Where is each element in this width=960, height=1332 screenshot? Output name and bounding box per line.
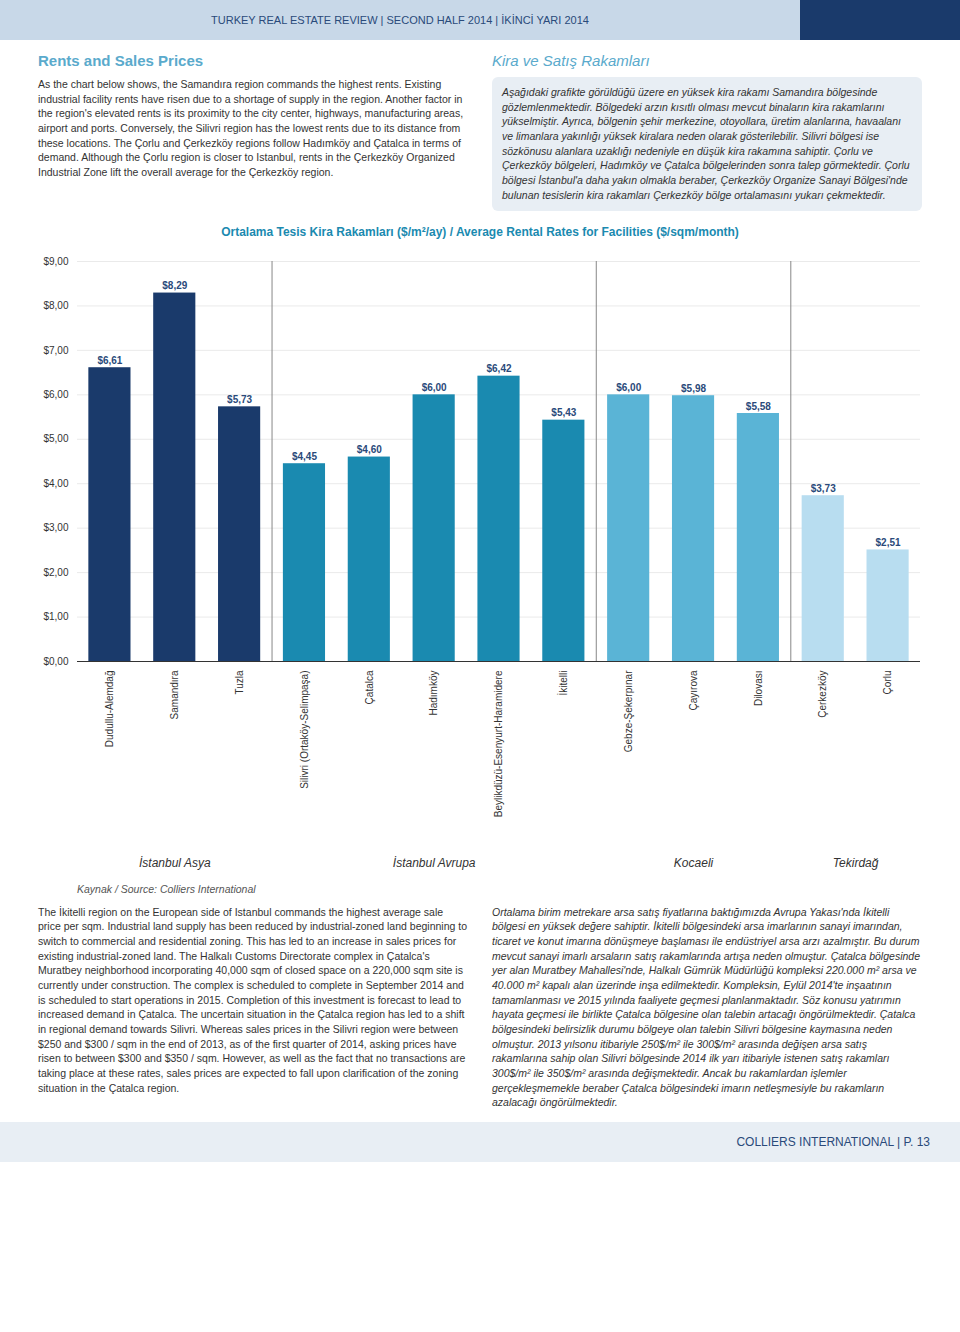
svg-text:Tuzla: Tuzla	[234, 670, 245, 695]
svg-text:Gebze-Şekerpınar: Gebze-Şekerpınar	[623, 669, 634, 751]
svg-text:$8,29: $8,29	[162, 280, 187, 291]
svg-text:$6,42: $6,42	[486, 363, 511, 374]
html-text:Aşağıdaki grafikte görüldüğü ü: Aşağıdaki grafikte görüldüğü üzere en yü…	[502, 86, 910, 201]
svg-text:$6,61: $6,61	[97, 354, 122, 365]
svg-text:İstanbul Avrupa: İstanbul Avrupa	[393, 855, 476, 869]
svg-text:$3,73: $3,73	[811, 482, 836, 493]
svg-text:$4,60: $4,60	[357, 444, 382, 455]
svg-text:Çorlu: Çorlu	[882, 670, 893, 694]
svg-text:$5,58: $5,58	[746, 400, 771, 411]
svg-text:$2,00: $2,00	[43, 566, 68, 577]
html-text:Ortalama Tesis Kira Rakamları: Ortalama Tesis Kira Rakamları ($/m²/ay) …	[221, 224, 739, 239]
svg-text:$7,00: $7,00	[43, 344, 68, 355]
svg-text:$6,00: $6,00	[43, 389, 68, 400]
svg-text:$2,51: $2,51	[876, 536, 901, 547]
svg-text:Silivri (Ortaköy-Selimpaşa): Silivri (Ortaköy-Selimpaşa)	[299, 670, 310, 788]
html-text:Kira ve Satış Rakamları: Kira ve Satış Rakamları	[492, 52, 650, 69]
svg-text:$6,00: $6,00	[422, 381, 447, 392]
svg-text:Samandıra: Samandıra	[169, 670, 180, 719]
html-text:Ortalama birim metrekare arsa: Ortalama birim metrekare arsa satış fiya…	[492, 905, 920, 1109]
html-text:The İkitelli region on the Eur: The İkitelli region on the European side…	[38, 905, 467, 1094]
svg-text:$6,00: $6,00	[616, 381, 641, 392]
svg-text:$3,00: $3,00	[43, 522, 68, 533]
svg-text:$4,45: $4,45	[292, 450, 317, 461]
svg-text:Çatalca: Çatalca	[364, 670, 375, 704]
svg-text:$5,43: $5,43	[551, 407, 576, 418]
svg-text:$8,00: $8,00	[43, 300, 68, 311]
svg-text:$9,00: $9,00	[43, 255, 68, 266]
html-text:Rents and Sales Prices: Rents and Sales Prices	[38, 52, 204, 69]
svg-text:Dudullu-Alemdağ: Dudullu-Alemdağ	[104, 670, 115, 747]
svg-text:Kocaeli: Kocaeli	[674, 855, 714, 869]
svg-text:Dilovası: Dilovası	[753, 670, 764, 706]
html-text:As the chart below shows, the: As the chart below shows, the Samandıra …	[38, 78, 464, 179]
svg-text:Çayırova: Çayırova	[688, 670, 699, 710]
svg-text:Çerkezköy: Çerkezköy	[817, 670, 828, 717]
svg-text:$4,00: $4,00	[43, 477, 68, 488]
html-text:COLLIERS INTERNATIONAL | P. 13: COLLIERS INTERNATIONAL | P. 13	[736, 1135, 930, 1150]
svg-text:İstanbul Asya: İstanbul Asya	[139, 855, 211, 869]
html-text:TURKEY REAL ESTATE REVIEW | SE: TURKEY REAL ESTATE REVIEW | SECOND HALF …	[211, 14, 589, 26]
svg-text:Tekirdağ: Tekirdağ	[833, 855, 879, 869]
svg-text:İkitelli: İkitelli	[557, 670, 569, 695]
svg-text:$1,00: $1,00	[43, 611, 68, 622]
svg-text:Hadımköy: Hadımköy	[428, 670, 439, 715]
svg-text:Beylikdüzü-Esenyurt-Haramidere: Beylikdüzü-Esenyurt-Haramidere	[493, 670, 504, 817]
svg-text:$0,00: $0,00	[43, 655, 68, 666]
html-text:Kaynak / Source: Colliers Inte: Kaynak / Source: Colliers International	[77, 882, 256, 895]
svg-text:$5,00: $5,00	[43, 433, 68, 444]
svg-text:$5,98: $5,98	[681, 382, 706, 393]
svg-text:$5,73: $5,73	[227, 393, 252, 404]
